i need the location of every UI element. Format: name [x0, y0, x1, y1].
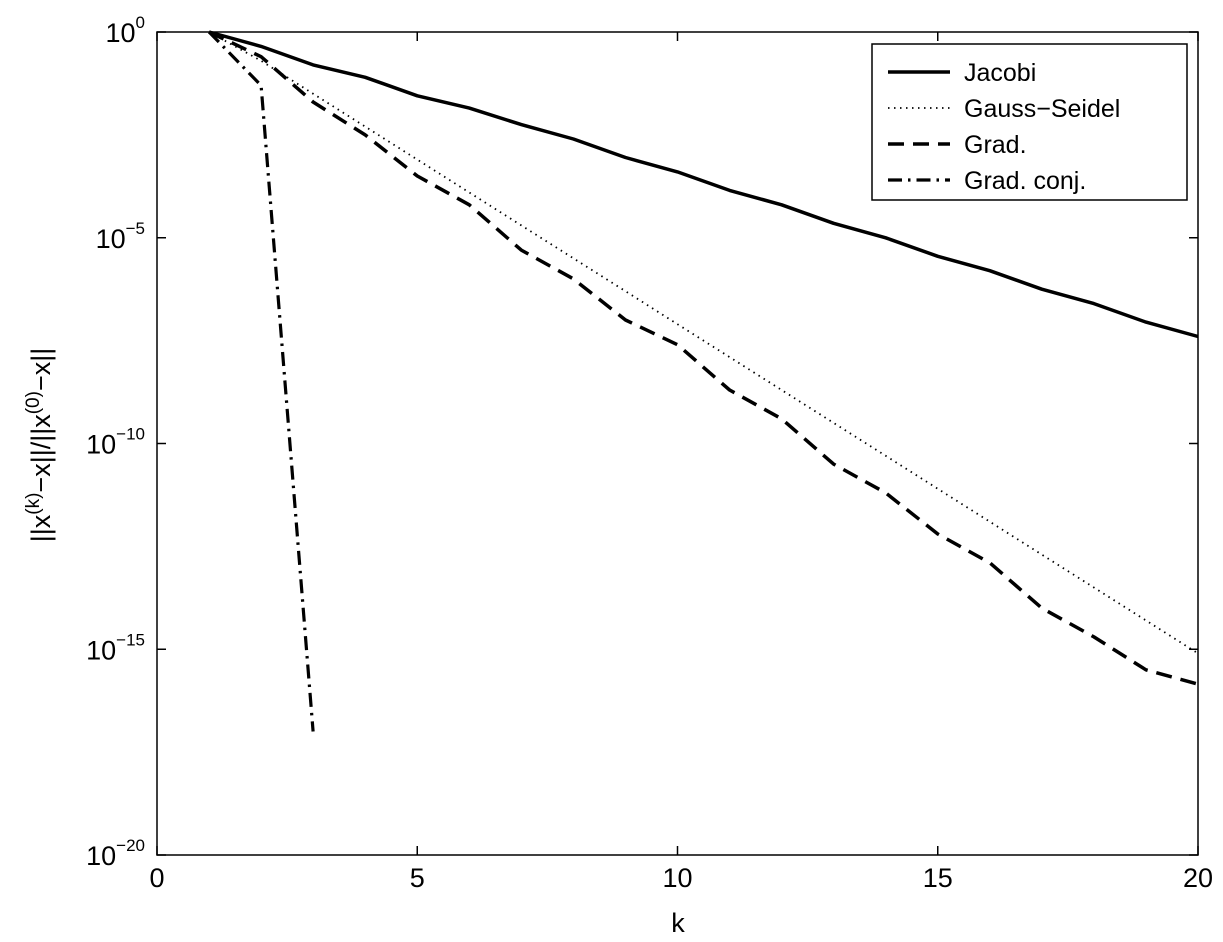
x-axis-label: k: [671, 908, 685, 938]
series-line-gauss-seidel: [208, 31, 1199, 655]
axis-ticks: [156, 31, 1199, 856]
x-tick-label: 20: [1183, 863, 1213, 893]
y-tick-label: 100: [105, 13, 145, 48]
y-tick-label: 10−20: [86, 836, 145, 871]
series-line-grad: [208, 30, 1199, 686]
y-tick-label: 10−5: [96, 219, 145, 254]
tick-labels: 0 5 10 15 20 100 10−5 10−10 10−15 10−20: [86, 13, 1213, 893]
series-line-jacobi: [208, 30, 1199, 339]
x-tick-label: 5: [410, 863, 425, 893]
legend-box: [871, 43, 1188, 201]
legend-label: Grad.: [964, 131, 1027, 159]
x-tick-label: 10: [662, 863, 692, 893]
x-tick-label: 15: [923, 863, 953, 893]
legend-label: Gauss−Seidel: [964, 95, 1120, 123]
x-tick-label: 0: [149, 863, 164, 893]
series-lines: [207, 30, 1199, 732]
legend-label: Jacobi: [964, 59, 1036, 87]
series-line-grad-conj: [207, 30, 315, 732]
legend-label: Grad. conj.: [964, 167, 1086, 195]
legend: Jacobi Gauss−Seidel Grad. Grad. conj.: [871, 43, 1188, 201]
y-tick-label: 10−10: [86, 425, 145, 460]
y-tick-label: 10−15: [86, 630, 145, 665]
y-axis-label: ||x(k)−x||/||x(0)−x||: [23, 348, 56, 543]
